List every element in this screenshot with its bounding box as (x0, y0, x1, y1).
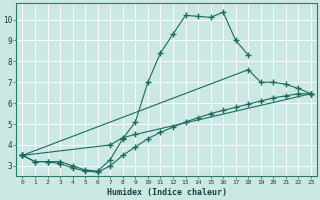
X-axis label: Humidex (Indice chaleur): Humidex (Indice chaleur) (107, 188, 227, 197)
